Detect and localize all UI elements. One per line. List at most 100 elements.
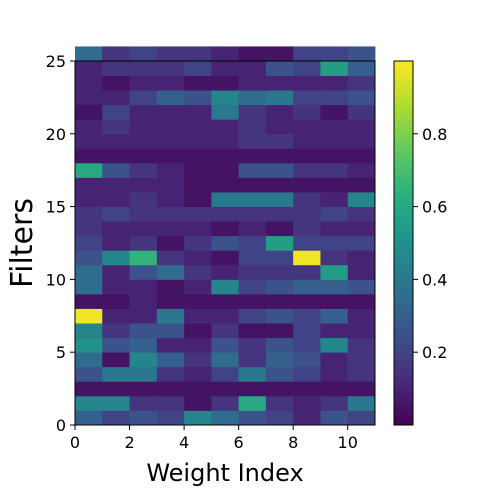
heatmap-cell — [102, 337, 130, 353]
x-tick-label: 0 — [70, 433, 80, 452]
heatmap-cell — [75, 119, 103, 135]
heatmap-cell — [75, 352, 103, 368]
heatmap-cell — [238, 46, 267, 62]
heatmap-cell — [293, 104, 321, 120]
heatmap-cell — [347, 46, 376, 62]
heatmap-cell — [320, 90, 349, 106]
heatmap-cell — [184, 293, 212, 309]
heatmap-cell — [238, 61, 267, 76]
heatmap-cell — [211, 162, 240, 178]
heatmap-cell — [102, 133, 130, 149]
heatmap-cell — [129, 352, 158, 368]
y-tick-label: 15 — [46, 198, 66, 217]
heatmap-cell — [238, 279, 267, 295]
heatmap-cell — [156, 148, 185, 164]
heatmap-cell — [293, 61, 321, 76]
heatmap-cell — [129, 162, 158, 178]
heatmap-cell — [102, 119, 130, 135]
heatmap-cell — [238, 119, 267, 135]
heatmap-cell — [293, 206, 321, 222]
heatmap-cell — [238, 221, 267, 237]
heatmap-cell — [293, 395, 321, 411]
heatmap-cell — [211, 308, 240, 324]
heatmap-cell — [156, 75, 185, 91]
heatmap-cell — [265, 308, 294, 324]
heatmap-cell — [156, 381, 185, 397]
y-tick-label: 10 — [46, 270, 66, 289]
heatmap-cell — [347, 148, 376, 164]
heatmap-cell — [293, 221, 321, 237]
heatmap-cell — [347, 264, 376, 280]
heatmap-cell — [156, 133, 185, 149]
heatmap-cell — [211, 177, 240, 193]
heatmap-cell — [129, 250, 158, 266]
heatmap-cell — [238, 381, 267, 397]
heatmap-cell — [129, 206, 158, 222]
heatmap-cell — [129, 410, 158, 426]
heatmap-cell — [265, 323, 294, 339]
heatmap-cell — [347, 177, 376, 193]
heatmap-cell — [156, 46, 185, 62]
heatmap-cell — [75, 279, 103, 295]
heatmap-cell — [293, 250, 321, 266]
heatmap-cell — [184, 381, 212, 397]
heatmap-cell — [129, 323, 158, 339]
heatmap-cell — [265, 75, 294, 91]
heatmap-cell — [75, 264, 103, 280]
heatmap-cell — [184, 206, 212, 222]
heatmap-cell — [102, 162, 130, 178]
heatmap-cell — [102, 323, 130, 339]
heatmap-cell — [102, 352, 130, 368]
heatmap-cell — [156, 293, 185, 309]
heatmap-cell — [320, 279, 349, 295]
heatmap-cell — [238, 162, 267, 178]
heatmap-cell — [75, 221, 103, 237]
heatmap-cell — [102, 235, 130, 251]
heatmap-cell — [265, 177, 294, 193]
heatmap-cell — [129, 235, 158, 251]
heatmap-cell — [293, 90, 321, 106]
heatmap-cell — [129, 177, 158, 193]
heatmap-cell — [102, 206, 130, 222]
heatmap-cell — [238, 192, 267, 207]
heatmap-cell — [129, 221, 158, 237]
heatmap-cell — [347, 75, 376, 91]
heatmap-cell — [293, 46, 321, 62]
heatmap-cell — [238, 337, 267, 353]
heatmap-cell — [156, 177, 185, 193]
heatmap-cell — [320, 192, 349, 207]
heatmap-cell — [347, 250, 376, 266]
heatmap-cell — [320, 104, 349, 120]
heatmap-cell — [75, 206, 103, 222]
heatmap-cell — [293, 337, 321, 353]
heatmap-cell — [293, 75, 321, 91]
heatmap-cell — [238, 352, 267, 368]
heatmap-cell — [156, 90, 185, 106]
heatmap-cell — [156, 308, 185, 324]
heatmap-cell — [347, 104, 376, 120]
heatmap-cell — [129, 119, 158, 135]
heatmap-cell — [265, 395, 294, 411]
heatmap-cell — [211, 75, 240, 91]
heatmap-cell — [75, 293, 103, 309]
heatmap-cell — [184, 46, 212, 62]
heatmap-cell — [129, 75, 158, 91]
heatmap-cell — [320, 119, 349, 135]
heatmap-cell — [102, 46, 130, 62]
heatmap-cell — [75, 323, 103, 339]
heatmap-cell — [238, 366, 267, 382]
heatmap-cell — [184, 133, 212, 149]
heatmap-cell — [238, 104, 267, 120]
heatmap-cell — [184, 279, 212, 295]
heatmap-cell — [102, 61, 130, 76]
heatmap-cell — [129, 395, 158, 411]
heatmap-cell — [347, 293, 376, 309]
heatmap-cell — [184, 90, 212, 106]
heatmap-cell — [102, 293, 130, 309]
heatmap-cell — [129, 133, 158, 149]
x-tick-label: 4 — [179, 433, 189, 452]
heatmap-cell — [75, 410, 103, 426]
heatmap-cell — [347, 352, 376, 368]
heatmap-cell — [320, 308, 349, 324]
heatmap-cell — [102, 410, 130, 426]
